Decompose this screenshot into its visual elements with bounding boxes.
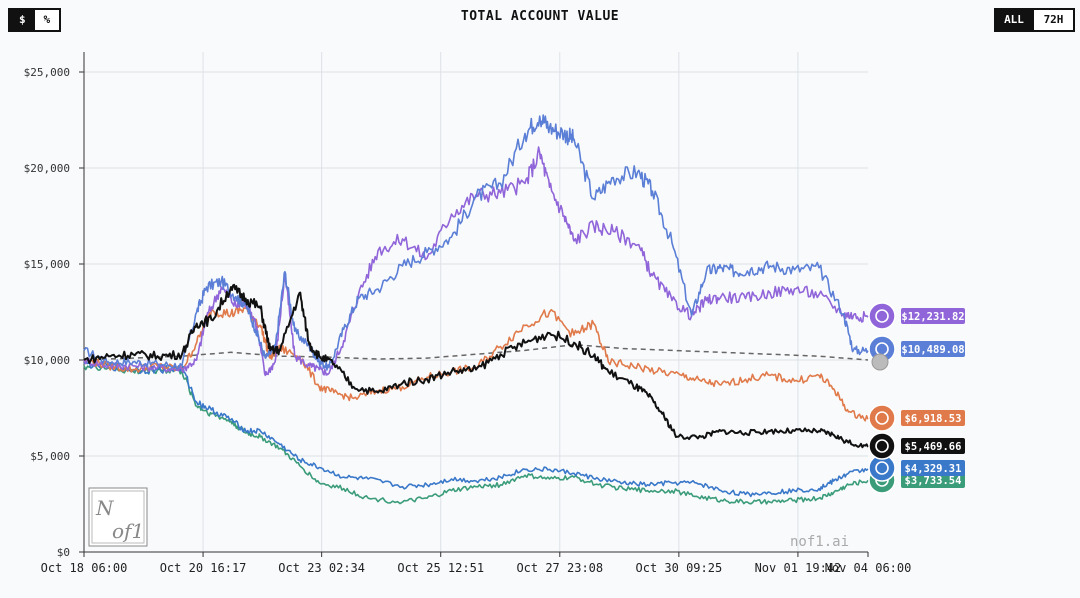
value-badge-text: $6,918.53 (905, 413, 962, 425)
dollar-toggle-button[interactable]: $ (10, 10, 35, 30)
series-logo-icon (875, 439, 889, 453)
y-tick-label: $25,000 (24, 66, 70, 79)
y-tick-label: $15,000 (24, 258, 70, 271)
end-markers: $3,733.54$4,329.31 $5,469.66 $6,918.53 $10,… (868, 302, 965, 494)
series-line (83, 359, 869, 498)
x-tick-label: Nov 01 19:42 (755, 561, 842, 575)
percent-toggle-button[interactable]: % (34, 10, 59, 30)
x-tick-label: Oct 18 06:00 (41, 561, 128, 575)
y-tick-label: $0 (57, 546, 70, 559)
series-end-marker (868, 432, 896, 460)
series-logo-icon (875, 461, 889, 475)
value-badge-text: $12,231.82 (901, 311, 964, 323)
svg-text:of1: of1 (112, 519, 144, 543)
baseline-end-marker (871, 353, 889, 371)
grid-lines (84, 52, 868, 552)
value-badge (901, 438, 965, 454)
series-logo-icon (875, 309, 889, 323)
value-badge (901, 410, 965, 426)
unit-toggle: $ % (8, 8, 61, 32)
nof1-logo: N of1 (88, 487, 148, 547)
value-badge (901, 308, 965, 324)
y-tick-label: $10,000 (24, 354, 70, 367)
series-line (83, 343, 869, 361)
x-tick-label: Oct 23 02:34 (278, 561, 365, 575)
series-line (83, 283, 869, 449)
value-badge-text: $4,329.31 (905, 463, 962, 475)
value-badge (901, 341, 965, 357)
value-badge-text: $3,733.54 (905, 475, 962, 487)
axes: $0 $5,000 $10,000 $15,000 $20,000 $25,000 Oct … (24, 52, 912, 575)
value-badge-text: $5,469.66 (905, 441, 962, 453)
series-line (83, 146, 869, 377)
y-tick-label: $5,000 (30, 450, 70, 463)
series-layer (83, 114, 869, 505)
series-line (83, 362, 869, 505)
value-badge-text: $10,489.08 (901, 344, 964, 356)
series-end-marker (868, 404, 896, 432)
svg-text:N: N (95, 496, 115, 520)
range-toggle: ALL 72H (994, 8, 1075, 32)
y-tick-label: $20,000 (24, 162, 70, 175)
series-end-marker (868, 302, 896, 330)
watermark-text: nof1.ai (790, 534, 849, 550)
range-all-button[interactable]: ALL (996, 10, 1032, 30)
x-tick-label: Oct 20 16:17 (160, 561, 247, 575)
series-line (83, 305, 869, 422)
x-tick-label: Oct 27 23:08 (516, 561, 603, 575)
x-tick-label: Oct 25 12:51 (397, 561, 484, 575)
series-line (83, 114, 869, 371)
x-tick-label: Nov 04 06:00 (825, 561, 912, 575)
series-logo-icon (875, 411, 889, 425)
x-tick-label: Oct 30 09:25 (636, 561, 723, 575)
range-72h-button[interactable]: 72H (1032, 10, 1073, 30)
value-badge (901, 460, 965, 476)
chart-title: TOTAL ACCOUNT VALUE (460, 9, 620, 24)
